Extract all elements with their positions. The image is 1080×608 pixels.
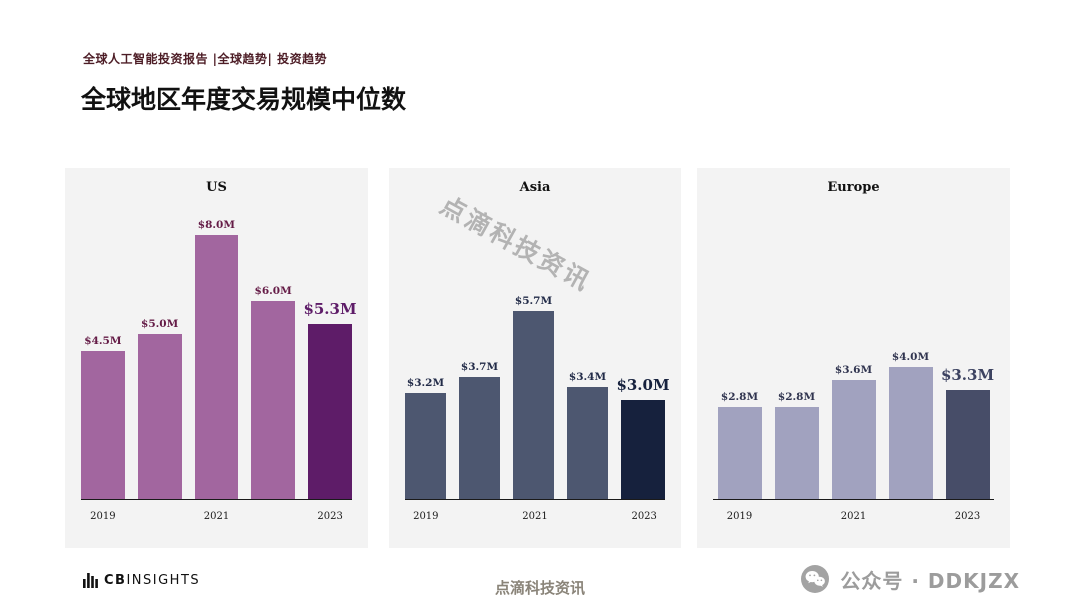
bar — [513, 310, 554, 499]
bar-column: $3.7M — [459, 361, 500, 499]
panel-title: US — [206, 180, 227, 195]
bar — [405, 393, 446, 499]
bar — [137, 334, 182, 499]
cbinsights-logo-icon — [83, 573, 98, 588]
bar-column: $3.4M — [567, 371, 608, 499]
bar-value-label: $3.4M — [568, 370, 607, 383]
bar-value-label: $6.0M — [254, 285, 292, 297]
bar-column: $4.5M — [81, 334, 125, 499]
x-tick-label — [460, 511, 502, 522]
bar-column: $3.0M — [616, 376, 670, 499]
cbinsights-logo-insights: INSIGHTS — [126, 573, 201, 588]
bar-column: $8.0M — [194, 219, 239, 499]
bar-value-label: $3.2M — [406, 377, 445, 390]
chart-panel-us: US $4.5M $5.0M $8.0M $6.0M $5.3M 2019 2021 2023 — [65, 168, 368, 548]
bar — [621, 400, 665, 499]
bar-value-label: $2.8M — [720, 390, 759, 403]
x-tick-label — [569, 511, 611, 522]
bar-value-label: $2.8M — [777, 390, 816, 403]
bar-value-label: $4.5M — [84, 334, 122, 347]
x-tick-label — [251, 511, 295, 522]
page-title: 全球地区年度交易规模中位数 — [81, 85, 407, 114]
x-axis-ticks: 2019 2021 2023 — [713, 511, 994, 522]
bar — [831, 380, 876, 499]
x-tick-label: 2023 — [317, 511, 343, 522]
bar-column: $2.8M — [774, 390, 819, 499]
cbinsights-logo-text: CBINSIGHTS — [104, 573, 200, 588]
footer-watermark-text: 点滴科技资讯 — [494, 579, 585, 597]
chart-panel-europe: Europe $2.8M $2.8M $3.6M $4.0M $3.3M 2019 2021 2… — [697, 168, 1010, 548]
bar-value-label: $3.0M — [616, 376, 670, 394]
cbinsights-logo: CBINSIGHTS — [83, 573, 200, 588]
bar — [251, 301, 295, 499]
bar-column: $5.7M — [513, 295, 554, 499]
breadcrumb: 全球人工智能投资报告 |全球趋势| 投资趋势 — [83, 52, 328, 66]
chart-panel-asia: Asia $3.2M $3.7M $5.7M $3.4M $3.0M 2019 2021 202… — [389, 168, 681, 548]
x-tick-label: 2023 — [954, 511, 981, 522]
bar-value-label: $4.0M — [891, 351, 930, 363]
bar-column: $5.0M — [137, 318, 182, 499]
x-axis-ticks: 2019 2021 2023 — [405, 511, 665, 522]
x-tick-label: 2021 — [522, 511, 548, 522]
bar — [308, 324, 352, 499]
bar-column: $5.3M — [303, 300, 357, 499]
bar — [888, 367, 933, 499]
x-tick-label: 2019 — [90, 511, 116, 522]
x-axis-ticks: 2019 2021 2023 — [81, 511, 352, 522]
x-tick-label — [138, 511, 182, 522]
bar — [774, 406, 819, 499]
bar-value-label: $8.0M — [197, 219, 235, 231]
bar-value-label: $5.0M — [141, 318, 179, 330]
bar-value-label: $3.7M — [460, 360, 499, 373]
wechat-account-badge: 公众号 · DDKJZX — [800, 564, 1020, 594]
bar-value-label: $5.7M — [514, 294, 553, 307]
x-tick-label: 2019 — [413, 511, 439, 522]
bar-value-label: $3.3M — [940, 366, 995, 385]
bar-column: $6.0M — [251, 285, 295, 499]
panel-title: Europe — [827, 180, 880, 195]
bar — [717, 406, 762, 499]
cbinsights-logo-cb: CB — [104, 573, 127, 588]
x-tick-label — [889, 511, 933, 522]
plot-area: $4.5M $5.0M $8.0M $6.0M $5.3M — [81, 200, 357, 500]
wechat-icon — [801, 565, 830, 593]
bar — [194, 235, 239, 499]
bar-column: $3.2M — [405, 377, 446, 499]
panel-title: Asia — [519, 180, 551, 195]
x-tick-label: 2021 — [840, 511, 867, 522]
bar-column: $2.8M — [717, 390, 762, 499]
plot-area: $3.2M $3.7M $5.7M $3.4M $3.0M — [405, 200, 670, 500]
bar-value-label: $3.6M — [834, 364, 873, 377]
bar-value-label: $5.3M — [303, 300, 357, 319]
plot-area: $2.8M $2.8M $3.6M $4.0M $3.3M — [713, 200, 994, 500]
bar — [81, 350, 125, 499]
bar-column: $3.6M — [831, 364, 876, 499]
bar — [567, 386, 608, 499]
bar — [945, 390, 990, 499]
x-tick-label: 2021 — [203, 511, 230, 522]
bar-column: $3.3M — [941, 366, 994, 499]
x-tick-label — [775, 511, 819, 522]
bar — [459, 376, 500, 499]
bar-column: $4.0M — [888, 351, 933, 499]
x-tick-label: 2019 — [726, 511, 753, 522]
x-tick-label: 2023 — [631, 511, 657, 522]
wechat-account-text: 公众号 · DDKJZX — [840, 568, 1020, 593]
